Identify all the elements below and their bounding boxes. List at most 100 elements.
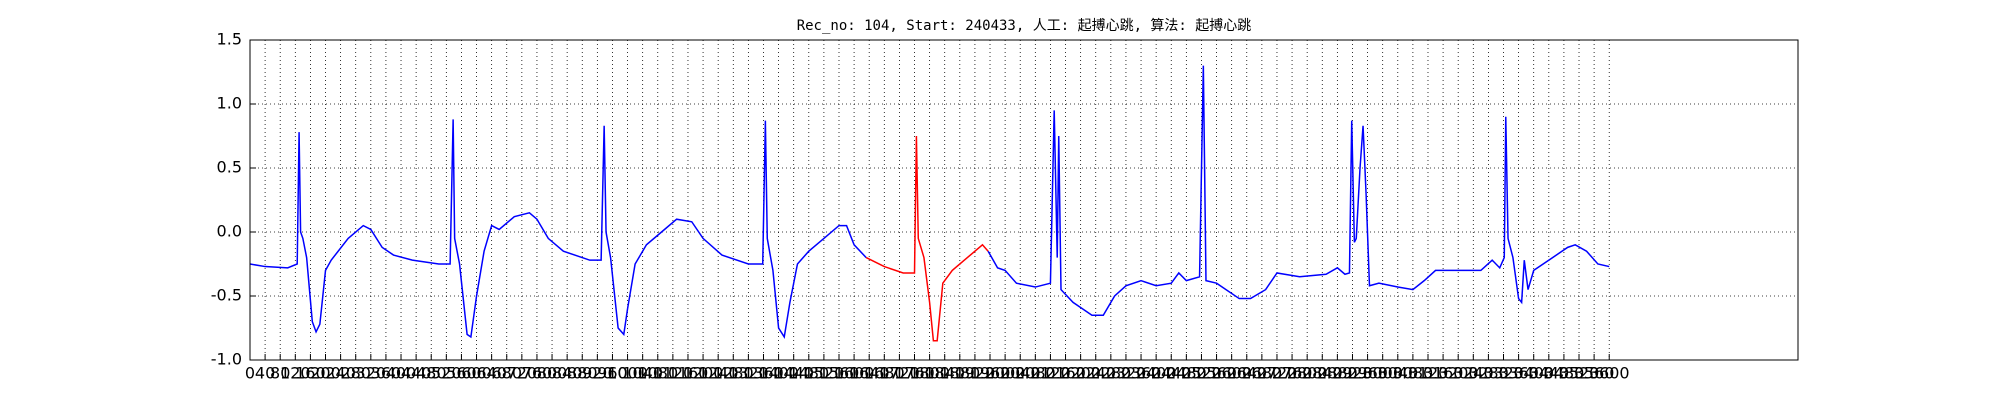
x-tick-label: 3400 xyxy=(1513,364,1554,383)
x-tick-label: 3000 xyxy=(1362,364,1403,383)
x-tick-label: 2440 xyxy=(1151,364,1192,383)
x-tick-label: 3480 xyxy=(1544,364,1585,383)
x-tick-label: 2240 xyxy=(1075,364,1116,383)
x-tick-label: 280 xyxy=(340,364,371,383)
x-tick-label: 3360 xyxy=(1498,364,1539,383)
x-tick-label: 2120 xyxy=(1030,364,1071,383)
x-tick-label: 1200 xyxy=(683,364,724,383)
x-tick-label: 240 xyxy=(325,364,356,383)
y-tick-label: 1.0 xyxy=(217,94,242,113)
x-tick-label: 1520 xyxy=(804,364,845,383)
x-tick-label: 2080 xyxy=(1015,364,1056,383)
x-tick-label: 1440 xyxy=(773,364,814,383)
x-tick-label: 440 xyxy=(401,364,432,383)
x-tick-label: 600 xyxy=(461,364,492,383)
x-tick-label: 640 xyxy=(476,364,507,383)
x-tick-label: 320 xyxy=(356,364,387,383)
x-tick-label: 2920 xyxy=(1332,364,1373,383)
x-tick-label: 720 xyxy=(507,364,538,383)
x-tick-label: 1360 xyxy=(743,364,784,383)
x-tick-label: 1240 xyxy=(698,364,739,383)
x-tick-label: 1120 xyxy=(653,364,694,383)
x-tick-label: 200 xyxy=(310,364,341,383)
x-tick-label: 1480 xyxy=(788,364,829,383)
x-tick-label: 2560 xyxy=(1196,364,1237,383)
x-tick-label: 1760 xyxy=(894,364,935,383)
x-tick-label: 1640 xyxy=(849,364,890,383)
x-tick-label: 520 xyxy=(431,364,462,383)
x-tick-label: 2640 xyxy=(1226,364,1267,383)
x-tick-label: 1160 xyxy=(668,364,709,383)
y-tick-label: -0.5 xyxy=(211,286,242,305)
x-tick-label: 3040 xyxy=(1377,364,1418,383)
x-tick-label: 1560 xyxy=(819,364,860,383)
x-tick-label: 800 xyxy=(537,364,568,383)
x-tick-label: 3280 xyxy=(1468,364,1509,383)
x-tick-label: 1080 xyxy=(637,364,678,383)
x-tick-label: 1880 xyxy=(939,364,980,383)
x-tick-label: 2280 xyxy=(1090,364,1131,383)
x-tick-label: 760 xyxy=(522,364,553,383)
x-tick-label: 2000 xyxy=(985,364,1026,383)
x-tick-label: 160 xyxy=(295,364,326,383)
x-tick-label: 1960 xyxy=(970,364,1011,383)
x-tick-label: 2720 xyxy=(1257,364,1298,383)
y-tick-label: -1.0 xyxy=(211,350,242,369)
x-tick-label: 120 xyxy=(280,364,311,383)
x-tick-label: 2160 xyxy=(1045,364,1086,383)
x-tick-label: 2760 xyxy=(1272,364,1313,383)
x-tick-label: 3560 xyxy=(1574,364,1615,383)
x-tick-label: 3200 xyxy=(1438,364,1479,383)
x-tick-label: 400 xyxy=(386,364,417,383)
x-tick-label: 1680 xyxy=(864,364,905,383)
x-tick-label: 3320 xyxy=(1483,364,1524,383)
x-tick-label: 3240 xyxy=(1453,364,1494,383)
x-tick-label: 3440 xyxy=(1528,364,1569,383)
x-tick-label: 2680 xyxy=(1242,364,1283,383)
chart-title: Rec_no: 104, Start: 240433, 人工: 起搏心跳, 算法… xyxy=(797,17,1252,34)
x-tick-label: 1320 xyxy=(728,364,769,383)
y-tick-label: 1.5 xyxy=(217,30,242,49)
x-tick-label: 1040 xyxy=(622,364,663,383)
y-tick-label: 0.0 xyxy=(217,222,242,241)
x-tick-label: 2200 xyxy=(1060,364,1101,383)
x-tick-label: 840 xyxy=(552,364,583,383)
x-tick-label: 1280 xyxy=(713,364,754,383)
x-tick-label: 1920 xyxy=(955,364,996,383)
x-tick-label: 2800 xyxy=(1287,364,1328,383)
x-tick-label: 3120 xyxy=(1408,364,1449,383)
x-tick-label: 2360 xyxy=(1121,364,1162,383)
x-tick-label: 80 xyxy=(270,364,290,383)
x-tick-label: 1720 xyxy=(879,364,920,383)
x-tick-label: 2480 xyxy=(1166,364,1207,383)
x-tick-label: 2520 xyxy=(1181,364,1222,383)
x-tick-label: 2600 xyxy=(1211,364,1252,383)
x-tick-label: 1400 xyxy=(758,364,799,383)
x-tick-label: 1000 xyxy=(607,364,648,383)
x-tick-label: 1600 xyxy=(834,364,875,383)
x-tick-label: 360 xyxy=(371,364,402,383)
x-tick-label: 1800 xyxy=(909,364,950,383)
x-tick-label: 2320 xyxy=(1106,364,1147,383)
x-tick-label: 3160 xyxy=(1423,364,1464,383)
plot-frame xyxy=(249,39,1799,361)
x-tick-label: 880 xyxy=(567,364,598,383)
x-tick-label: 0 xyxy=(245,364,255,383)
y-tick-label: 0.5 xyxy=(217,158,242,177)
x-tick-label: 680 xyxy=(491,364,522,383)
x-tick-label: 2400 xyxy=(1136,364,1177,383)
x-tick-label: 3080 xyxy=(1393,364,1434,383)
x-tick-label: 2880 xyxy=(1317,364,1358,383)
x-tick-label: 960 xyxy=(597,364,628,383)
x-tick-label: 2840 xyxy=(1302,364,1343,383)
ecg-line xyxy=(987,65,1610,316)
x-tick-label: 3520 xyxy=(1559,364,1600,383)
x-tick-label: 3600 xyxy=(1589,364,1630,383)
x-tick-label: 1840 xyxy=(924,364,965,383)
ecg-line xyxy=(865,135,989,342)
x-tick-label: 480 xyxy=(416,364,447,383)
x-tick-label: 2960 xyxy=(1347,364,1388,383)
x-tick-label: 2040 xyxy=(1000,364,1041,383)
x-tick-label: 920 xyxy=(582,364,613,383)
